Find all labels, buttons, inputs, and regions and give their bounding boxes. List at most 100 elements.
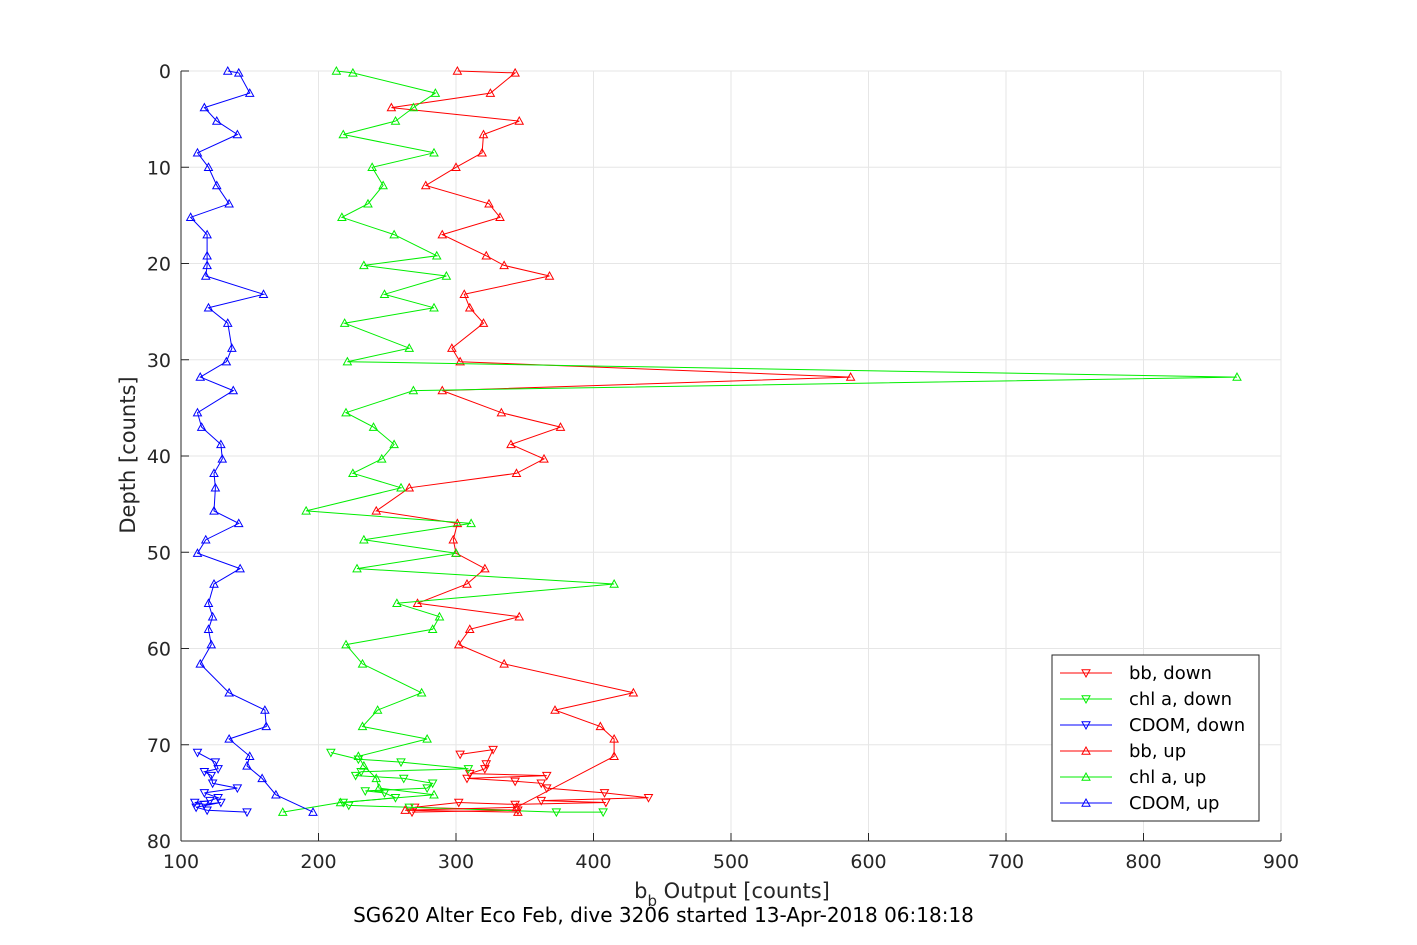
legend-label: CDOM, up [1129,793,1219,814]
data-point [429,147,439,157]
legend-marker [1081,695,1091,705]
data-point [257,773,267,783]
data-point [232,784,243,794]
legend-marker [1081,721,1091,731]
y-tick-label: 80 [147,831,171,853]
x-tick-label: 300 [438,851,474,873]
data-point [416,687,427,697]
data-point [459,289,470,298]
data-point [353,751,364,760]
data-point [185,212,196,221]
data-point [200,534,211,544]
data-point [434,611,445,621]
data-point [209,505,219,515]
x-tick-label: 200 [300,851,336,873]
data-point [555,422,566,431]
data-point [258,289,269,298]
data-point [271,789,281,799]
data-point [359,260,369,270]
legend-marker [1081,797,1091,807]
data-point [203,624,214,633]
data-point [222,318,233,327]
data-point [242,808,252,818]
data-point [441,270,452,280]
data-point [213,765,223,774]
data-point [480,563,490,573]
data-point [536,779,547,789]
series-line [330,752,604,813]
data-point [209,578,219,588]
data-point [203,598,214,607]
legend-label: chl a, up [1129,767,1206,788]
legend-item: bb, up [1060,741,1186,762]
data-point [386,102,397,112]
legend-marker [1081,669,1091,679]
data-point [453,639,464,649]
data-point [235,563,245,573]
series-bb-down [407,745,654,818]
series-cdom-down [189,748,252,818]
data-point [357,721,368,731]
data-point [207,611,218,621]
data-point [598,808,608,818]
x-tick-label: 800 [1125,851,1161,873]
data-point [601,798,611,808]
data-point [233,67,244,77]
data-point [609,751,619,760]
data-point [277,807,288,816]
data-point [199,102,210,112]
data-point [326,748,336,758]
data-point [368,422,379,431]
data-point [392,598,402,607]
x-tick-label: 100 [163,851,199,873]
legend-item: CDOM, up [1060,793,1219,814]
data-point [551,808,562,818]
data-point [341,407,351,417]
data-point [227,343,237,352]
data-point [430,88,441,97]
data-point [389,229,399,239]
data-point [210,758,221,768]
data-point [192,407,203,417]
data-point [192,147,203,157]
data-point [477,147,487,157]
data-point [390,116,401,125]
data-point [462,774,472,784]
data-point [191,803,201,813]
legend-item: chl a, down [1060,689,1232,710]
data-point [510,777,520,787]
data-point [609,733,619,743]
data-point [511,468,522,478]
data-point [550,705,560,714]
y-tick-label: 50 [147,542,171,564]
data-point [261,721,272,731]
data-point [244,88,255,97]
data-point [478,318,489,327]
x-tick-label: 900 [1263,851,1299,873]
data-point [342,356,353,366]
legend-marker [1081,745,1091,755]
data-point [331,65,342,75]
data-point [408,385,419,395]
x-axis-label-subscript: b [647,892,657,910]
data-point [513,807,523,816]
data-point [339,318,350,327]
data-point [628,687,639,697]
data-point [464,624,475,633]
legend: bb, down chl a, down CDOM, down bb, up chl a… [1051,654,1260,822]
data-point [389,439,399,449]
data-point [359,760,369,770]
data-point [448,534,459,544]
data-point [216,798,226,808]
data-point [539,453,549,463]
y-tick-label: 30 [147,350,171,372]
data-point [506,439,516,449]
data-point [206,771,217,781]
data-point [499,260,509,270]
series-line [189,70,314,813]
x-axis-label-main: b [634,879,647,903]
data-point [455,356,465,366]
data-point [429,789,439,799]
legend-label: bb, up [1129,741,1186,762]
data-point [478,129,489,139]
